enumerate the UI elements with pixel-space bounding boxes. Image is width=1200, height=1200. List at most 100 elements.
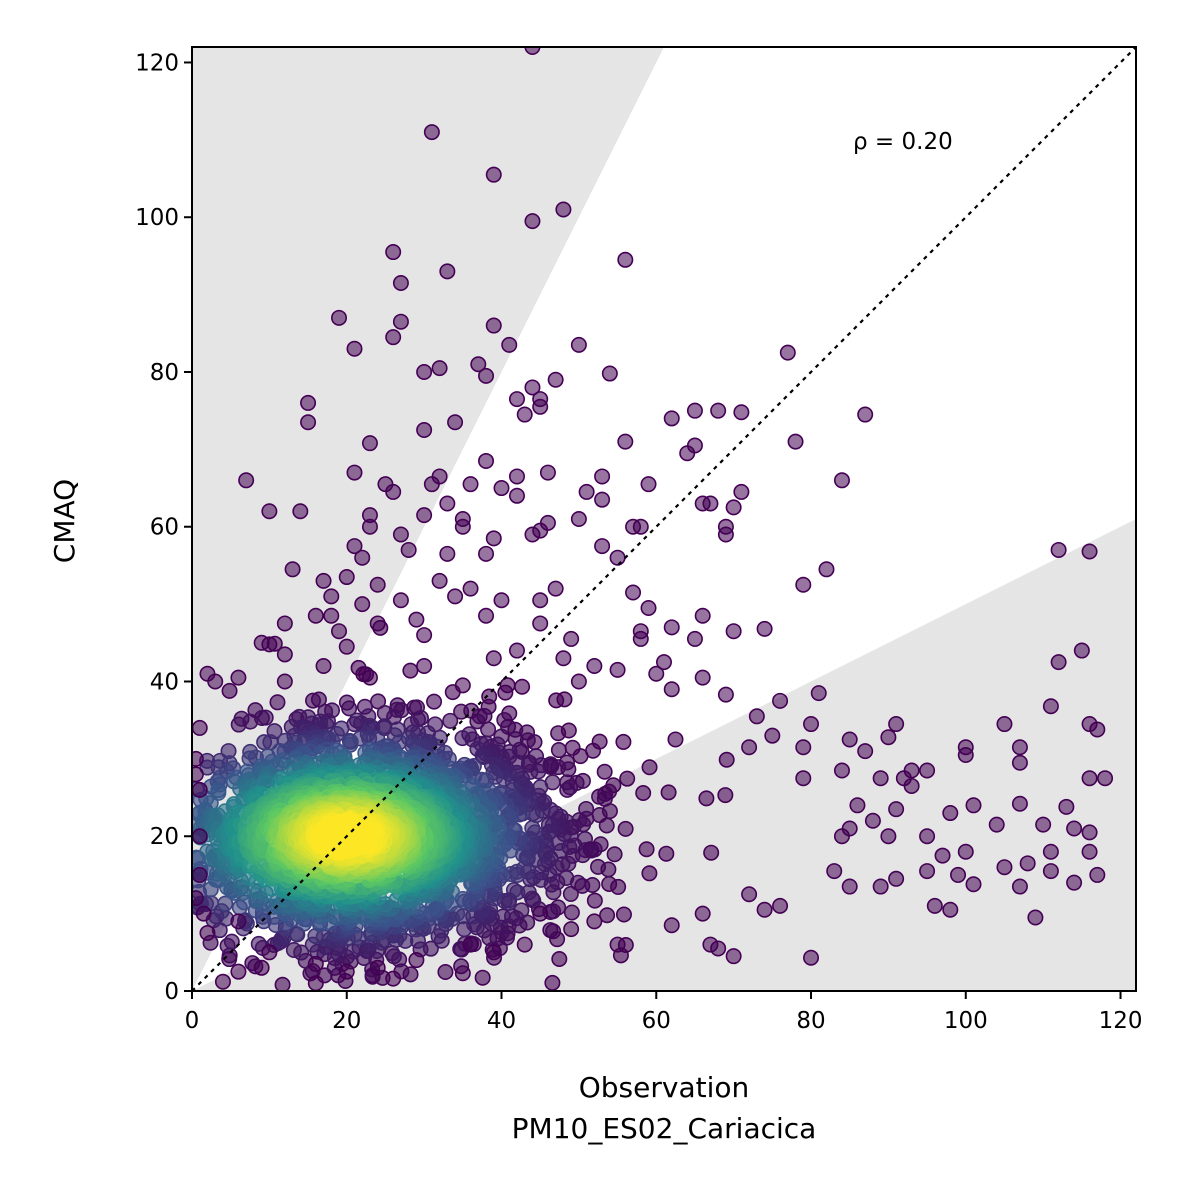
data-point <box>462 936 479 953</box>
data-point <box>192 750 204 767</box>
data-point <box>369 615 386 632</box>
data-point <box>192 828 208 845</box>
data-point <box>857 406 874 423</box>
correlation-annotation: ρ = 0.20 <box>853 129 953 155</box>
data-point <box>524 47 541 55</box>
data-point <box>485 944 502 961</box>
data-point <box>594 468 611 485</box>
data-point <box>385 970 402 987</box>
data-point <box>570 673 587 690</box>
data-point <box>323 588 340 605</box>
data-point <box>609 549 626 566</box>
data-point <box>725 948 742 965</box>
data-point <box>1035 816 1052 833</box>
data-point <box>733 483 750 500</box>
data-point <box>253 959 270 976</box>
data-point <box>686 630 703 647</box>
x-tick-label: 60 <box>642 1008 671 1034</box>
data-point <box>615 906 632 923</box>
data-point <box>431 572 448 589</box>
data-point <box>965 797 982 814</box>
data-point <box>741 739 758 756</box>
data-point <box>547 580 564 597</box>
data-point <box>250 935 267 952</box>
data-point <box>439 545 456 562</box>
data-point <box>833 828 850 845</box>
data-point <box>550 725 567 742</box>
data-point <box>454 730 471 747</box>
data-point <box>795 576 812 593</box>
data-point <box>276 646 293 663</box>
data-point <box>710 940 727 957</box>
data-point <box>638 841 655 858</box>
data-point <box>703 844 720 861</box>
data-point <box>795 739 812 756</box>
data-point <box>1011 739 1028 756</box>
data-point <box>331 623 348 640</box>
data-point <box>694 905 711 922</box>
data-point <box>919 828 936 845</box>
data-point <box>274 976 291 991</box>
data-point <box>508 391 525 408</box>
data-point <box>615 733 632 750</box>
data-point <box>872 878 889 895</box>
data-point <box>214 973 231 990</box>
data-point <box>478 367 495 384</box>
data-point <box>658 845 675 862</box>
data-point <box>447 588 464 605</box>
data-point <box>619 770 636 787</box>
data-point <box>787 433 804 450</box>
data-point <box>903 777 920 794</box>
data-point <box>524 213 541 230</box>
data-point <box>648 665 665 682</box>
data-point <box>888 716 905 733</box>
x-axis-sublabel: PM10_ES02_Cariacica <box>512 1112 817 1145</box>
data-point <box>617 820 634 837</box>
data-point <box>423 124 440 141</box>
data-point <box>1050 654 1067 671</box>
data-point <box>532 398 549 415</box>
data-point <box>586 913 603 930</box>
data-point <box>888 870 905 887</box>
data-point <box>586 892 603 909</box>
y-axis-label: CMAQ <box>48 479 81 563</box>
data-point <box>591 788 608 805</box>
data-point <box>261 944 278 961</box>
data-point <box>632 630 649 647</box>
data-point <box>292 503 309 520</box>
data-point <box>1081 543 1098 560</box>
data-point <box>493 592 510 609</box>
data-point <box>315 572 332 589</box>
data-point <box>307 955 324 972</box>
y-tick-label: 0 <box>164 979 179 1005</box>
data-point <box>617 251 634 268</box>
data-point <box>748 708 765 725</box>
data-point <box>431 360 448 377</box>
data-point <box>663 681 680 698</box>
data-point <box>872 770 889 787</box>
data-point <box>505 881 522 898</box>
data-point <box>276 673 293 690</box>
data-point <box>192 719 208 736</box>
data-point <box>261 503 278 520</box>
data-point <box>217 895 234 912</box>
data-point <box>663 410 680 427</box>
data-point <box>242 713 259 730</box>
data-point <box>570 510 587 527</box>
data-point <box>469 713 486 730</box>
data-point <box>548 692 565 709</box>
data-point <box>341 700 358 717</box>
data-point <box>1050 541 1067 558</box>
data-point <box>694 669 711 686</box>
data-point <box>454 677 471 694</box>
data-point <box>841 731 858 748</box>
data-point <box>385 244 402 261</box>
y-tick-label: 80 <box>150 360 179 386</box>
data-point <box>416 627 433 644</box>
data-point <box>1042 698 1059 715</box>
data-point <box>965 876 982 893</box>
data-point <box>1011 754 1028 771</box>
data-point <box>950 866 967 883</box>
data-point <box>641 759 658 776</box>
data-point <box>1011 878 1028 895</box>
